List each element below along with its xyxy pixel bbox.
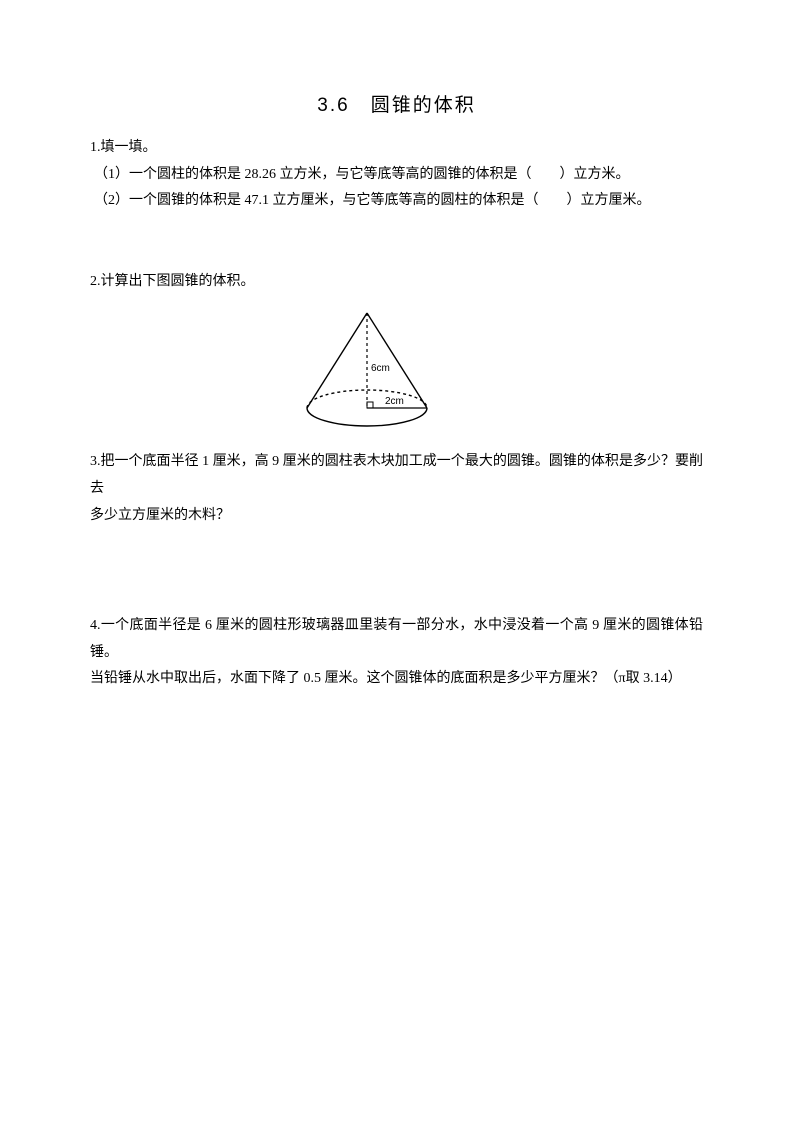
question-1: 1.填一填。 （1）一个圆柱的体积是 28.26 立方米，与它等底等高的圆锥的体… [90, 135, 703, 215]
cone-figure: 6cm 2cm [287, 303, 447, 433]
question-3: 3.把一个底面半径 1 厘米，高 9 厘米的圆柱表木块加工成一个最大的圆锥。圆锥… [90, 449, 703, 529]
cone-base-front [307, 408, 427, 426]
q1-stem: 1.填一填。 [90, 135, 703, 162]
q4-line2: 当铅锤从水中取出后，水面下降了 0.5 厘米。这个圆锥体的底面积是多少平方厘米？… [90, 666, 703, 693]
spacer [90, 535, 703, 613]
cone-side-right [367, 313, 427, 408]
q2-stem: 2.计算出下图圆锥的体积。 [90, 269, 703, 296]
cone-figure-wrap: 6cm 2cm [90, 303, 703, 433]
right-angle-marker [367, 402, 373, 408]
question-4: 4.一个底面半径是 6 厘米的圆柱形玻璃器皿里装有一部分水，水中浸没着一个高 9… [90, 613, 703, 693]
cone-height-label: 6cm [371, 363, 390, 374]
question-2: 2.计算出下图圆锥的体积。 6cm 2cm [90, 269, 703, 434]
page-title: 3.6 圆锥的体积 [90, 90, 703, 117]
cone-radius-label: 2cm [385, 396, 404, 407]
q1-sub1: （1）一个圆柱的体积是 28.26 立方米，与它等底等高的圆锥的体积是（ ）立方… [90, 162, 703, 189]
q3-line2: 多少立方厘米的木料？ [90, 503, 703, 530]
q4-line1: 4.一个底面半径是 6 厘米的圆柱形玻璃器皿里装有一部分水，水中浸没着一个高 9… [90, 613, 703, 666]
spacer [90, 221, 703, 269]
q3-line1: 3.把一个底面半径 1 厘米，高 9 厘米的圆柱表木块加工成一个最大的圆锥。圆锥… [90, 449, 703, 502]
cone-side-left [307, 313, 367, 408]
q1-sub2: （2）一个圆锥的体积是 47.1 立方厘米，与它等底等高的圆柱的体积是（ ）立方… [90, 188, 703, 215]
